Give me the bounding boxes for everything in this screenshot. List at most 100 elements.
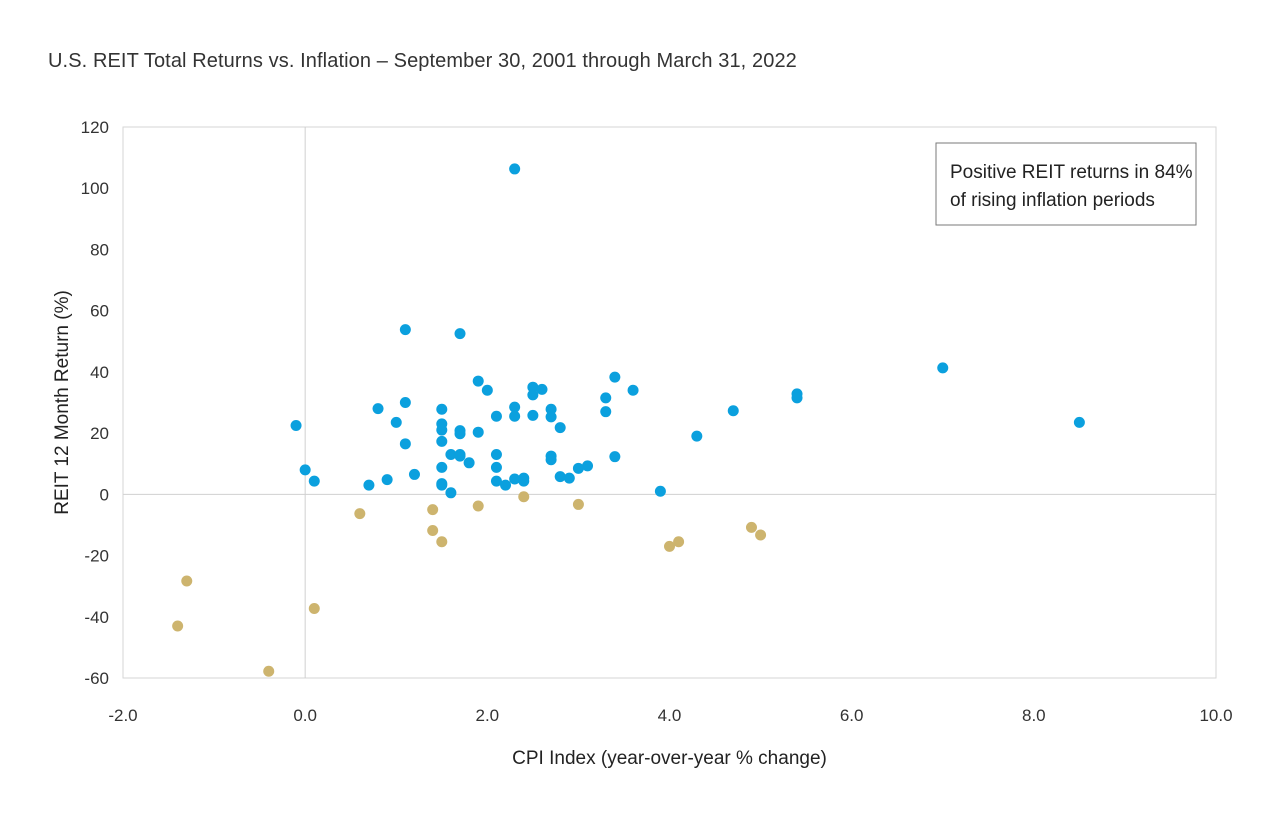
data-point bbox=[463, 457, 475, 469]
data-point bbox=[472, 426, 484, 438]
x-tick-label: 2.0 bbox=[476, 706, 500, 725]
x-tick-label: 6.0 bbox=[840, 706, 864, 725]
data-point bbox=[691, 430, 703, 442]
data-point bbox=[399, 324, 411, 336]
x-tick-label: 0.0 bbox=[293, 706, 317, 725]
x-axis-ticks: -2.0 0.0 2.0 4.0 6.0 8.0 10.0 bbox=[108, 706, 1232, 725]
data-point bbox=[654, 485, 666, 497]
data-point bbox=[554, 422, 566, 434]
data-point bbox=[454, 450, 466, 462]
y-tick-label: 120 bbox=[81, 118, 109, 137]
y-axis-ticks: -60 -40 -20 0 20 40 60 80 100 120 bbox=[81, 118, 109, 688]
data-point bbox=[445, 487, 457, 499]
y-tick-label: -20 bbox=[84, 547, 109, 566]
data-point bbox=[563, 472, 575, 484]
data-point bbox=[490, 449, 502, 461]
data-point bbox=[408, 468, 420, 480]
data-point bbox=[390, 416, 402, 428]
data-point bbox=[509, 473, 521, 485]
data-point bbox=[545, 454, 557, 466]
data-point bbox=[664, 540, 675, 552]
data-point bbox=[609, 451, 621, 463]
data-point bbox=[572, 462, 584, 474]
data-point bbox=[627, 384, 639, 396]
data-point bbox=[1073, 416, 1085, 428]
data-point bbox=[372, 403, 384, 415]
chart-title: U.S. REIT Total Returns vs. Inflation – … bbox=[48, 50, 797, 72]
plot-area bbox=[122, 126, 1217, 679]
data-point bbox=[427, 524, 439, 536]
plot-frame bbox=[122, 126, 1217, 679]
data-point bbox=[399, 438, 411, 450]
x-tick-label: -2.0 bbox=[108, 706, 137, 725]
data-point bbox=[937, 362, 949, 374]
data-point bbox=[481, 384, 493, 396]
data-point bbox=[436, 536, 448, 548]
data-point bbox=[545, 403, 557, 415]
data-point bbox=[600, 406, 612, 418]
data-point bbox=[381, 474, 393, 486]
data-point bbox=[536, 383, 548, 395]
data-point bbox=[509, 401, 521, 413]
y-tick-label: 0 bbox=[100, 485, 109, 504]
data-point bbox=[445, 449, 457, 461]
data-point bbox=[308, 603, 320, 615]
data-point bbox=[472, 500, 484, 512]
data-point bbox=[436, 435, 448, 447]
data-point bbox=[290, 419, 302, 431]
data-point bbox=[399, 397, 411, 408]
data-point bbox=[509, 410, 521, 422]
data-point bbox=[545, 411, 557, 423]
data-point bbox=[518, 475, 530, 487]
data-point bbox=[572, 498, 584, 510]
data-point bbox=[500, 479, 512, 491]
data-point bbox=[354, 508, 366, 520]
y-tick-label: 100 bbox=[81, 179, 109, 198]
data-point bbox=[600, 392, 612, 404]
data-point bbox=[454, 428, 466, 440]
x-tick-label: 10.0 bbox=[1199, 706, 1232, 725]
data-point bbox=[454, 328, 466, 340]
data-points bbox=[172, 163, 1085, 677]
data-point bbox=[509, 163, 521, 175]
data-point bbox=[436, 403, 448, 415]
data-point bbox=[263, 665, 275, 677]
annotation-box: Positive REIT returns in 84% of rising i… bbox=[935, 142, 1197, 226]
y-axis-label: REIT 12 Month Return (%) bbox=[52, 290, 73, 515]
x-tick-label: 4.0 bbox=[658, 706, 682, 725]
x-axis-label: CPI Index (year-over-year % change) bbox=[512, 748, 827, 769]
data-point bbox=[427, 504, 439, 516]
y-tick-label: 40 bbox=[90, 363, 109, 382]
data-point bbox=[490, 410, 502, 422]
data-point bbox=[673, 536, 685, 548]
data-point bbox=[554, 471, 566, 483]
data-point bbox=[727, 405, 739, 417]
data-point bbox=[436, 461, 448, 473]
data-point bbox=[436, 424, 448, 436]
y-tick-label: 20 bbox=[90, 424, 109, 443]
data-point bbox=[181, 575, 193, 587]
data-point bbox=[490, 461, 502, 473]
data-point bbox=[363, 479, 375, 491]
data-point bbox=[308, 475, 320, 487]
annotation-frame bbox=[935, 142, 1197, 226]
data-point bbox=[299, 464, 311, 476]
x-tick-label: 8.0 bbox=[1022, 706, 1046, 725]
data-point bbox=[527, 389, 539, 401]
annotation-line-1: Positive REIT returns in 84% bbox=[950, 162, 1193, 183]
data-point bbox=[755, 529, 767, 541]
y-tick-label: -40 bbox=[84, 608, 109, 627]
y-tick-label: 60 bbox=[90, 302, 109, 321]
annotation-line-2: of rising inflation periods bbox=[950, 190, 1155, 211]
data-point bbox=[172, 620, 184, 632]
data-point bbox=[609, 371, 621, 383]
y-tick-label: -60 bbox=[84, 669, 109, 688]
data-point bbox=[527, 381, 539, 393]
data-point bbox=[436, 479, 448, 491]
y-tick-label: 80 bbox=[90, 240, 109, 259]
data-point bbox=[518, 491, 530, 503]
data-point bbox=[472, 375, 484, 387]
data-point bbox=[745, 521, 757, 533]
